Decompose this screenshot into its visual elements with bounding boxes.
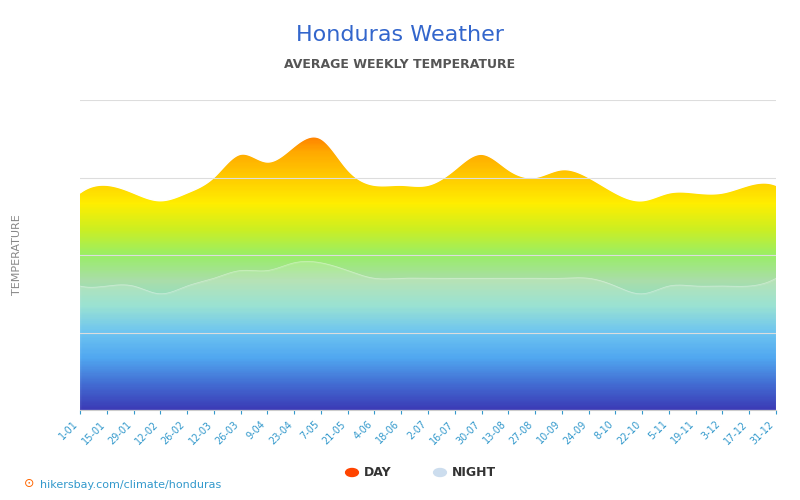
Text: DAY: DAY <box>364 466 392 479</box>
Text: TEMPERATURE: TEMPERATURE <box>12 214 22 296</box>
Text: hikersbay.com/climate/honduras: hikersbay.com/climate/honduras <box>40 480 222 490</box>
Polygon shape <box>80 100 776 201</box>
Text: ⊙: ⊙ <box>24 477 34 490</box>
Text: Honduras Weather: Honduras Weather <box>296 25 504 45</box>
Text: NIGHT: NIGHT <box>452 466 496 479</box>
Text: AVERAGE WEEKLY TEMPERATURE: AVERAGE WEEKLY TEMPERATURE <box>285 58 515 71</box>
